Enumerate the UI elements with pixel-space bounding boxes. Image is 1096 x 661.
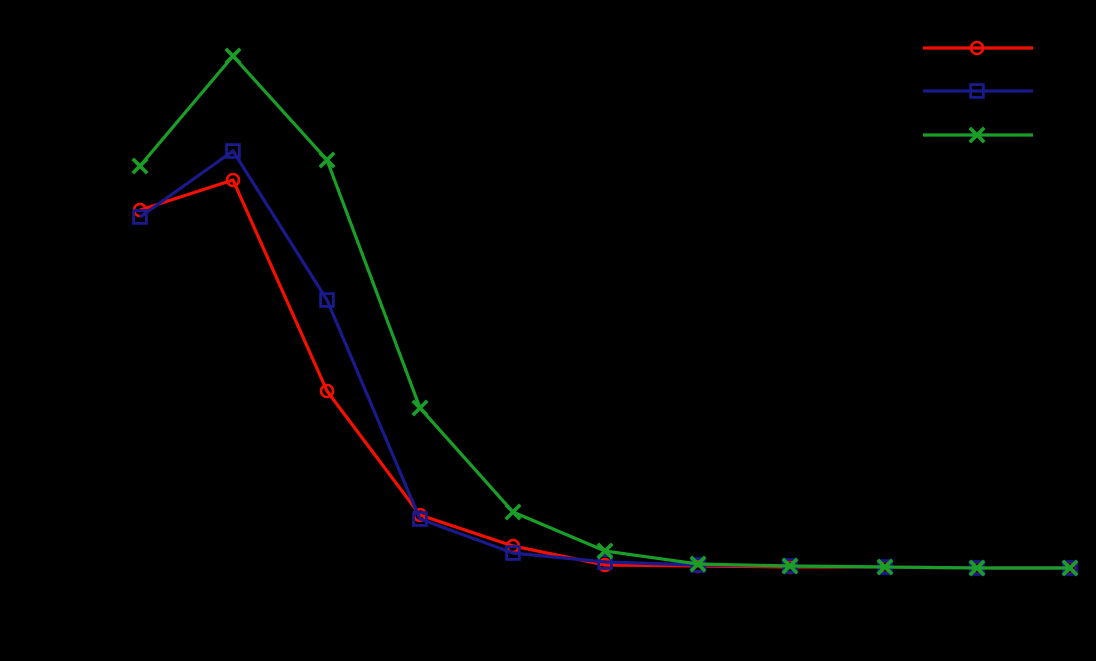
x-marker [224,47,242,65]
x-marker [876,558,894,576]
x-marker-shape [689,555,707,573]
x-marker [781,557,799,575]
x-marker-shape [224,47,242,65]
x-marker-shape [968,559,986,577]
circle-marker [225,172,241,188]
square-marker [132,209,148,225]
x-marker-shape [411,399,429,417]
x-marker [968,559,986,577]
x-marker-shape [968,126,986,144]
square-marker [319,292,335,308]
x-marker [318,151,336,169]
square-marker-shape [132,209,148,225]
square-marker [225,143,241,159]
x-marker [1061,559,1079,577]
x-marker [131,157,149,175]
circle-marker-shape [969,40,985,56]
x-marker-shape [1061,559,1079,577]
x-marker-shape [504,503,522,521]
series-2 [131,47,1079,577]
square-marker [597,554,613,570]
square-marker-shape [412,511,428,527]
square-marker-shape [225,143,241,159]
circle-marker [969,40,985,56]
x-marker-shape [596,542,614,560]
square-marker-shape [505,545,521,561]
x-marker [596,542,614,560]
x-marker [504,503,522,521]
x-marker [411,399,429,417]
x-marker-shape [131,157,149,175]
legend-item-0[interactable] [923,40,1033,56]
legend-item-2[interactable] [923,126,1033,144]
square-marker-shape [319,292,335,308]
circle-marker [319,383,335,399]
square-marker [412,511,428,527]
square-marker-shape [597,554,613,570]
square-marker-shape [969,83,985,99]
x-marker-shape [781,557,799,575]
square-marker [505,545,521,561]
x-marker-shape [318,151,336,169]
legend[interactable] [915,28,1090,152]
series-layer [131,47,1079,577]
square-marker [969,83,985,99]
x-marker-shape [876,558,894,576]
x-marker [689,555,707,573]
legend-layer [923,40,1033,144]
legend-item-1[interactable] [923,83,1033,99]
circle-marker-shape [319,383,335,399]
x-marker [968,126,986,144]
circle-marker-shape [225,172,241,188]
